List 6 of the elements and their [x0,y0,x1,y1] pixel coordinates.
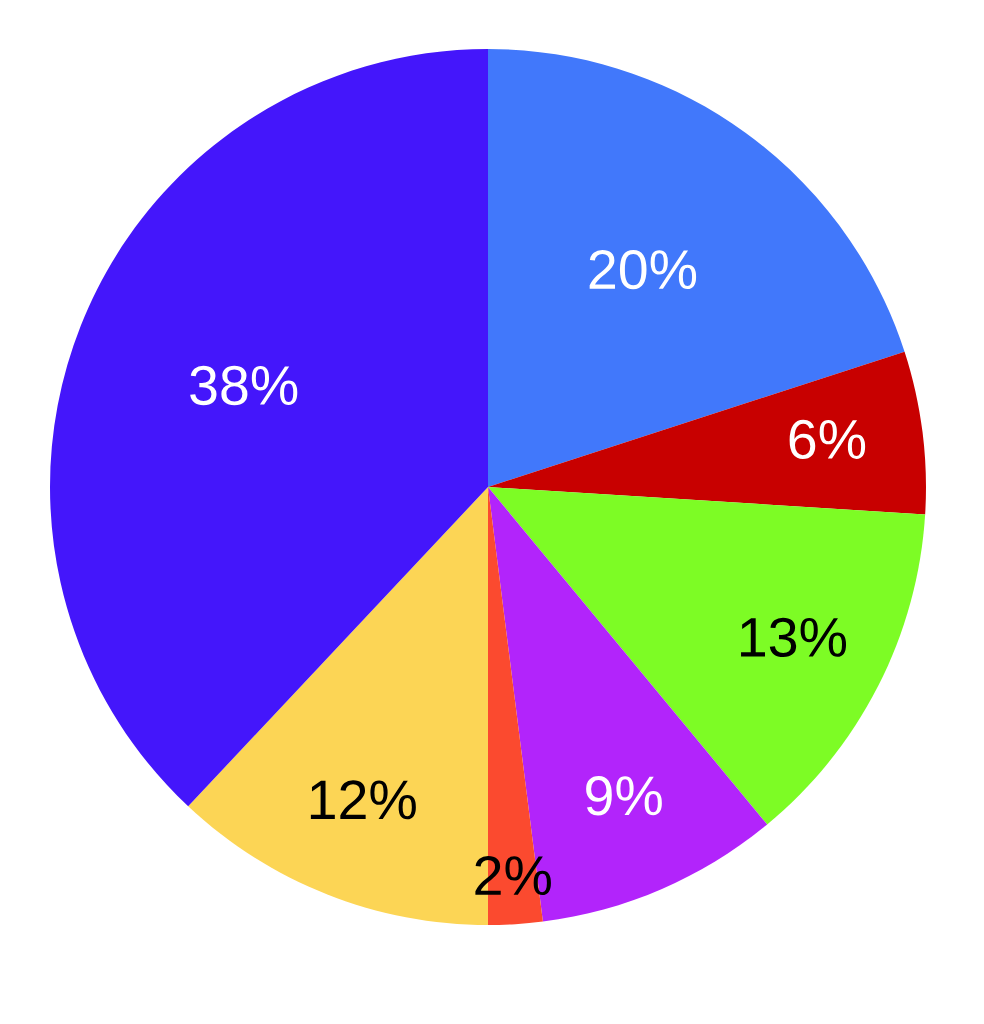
data-label: 20% [589,249,697,290]
data-label: 38% [190,365,298,406]
data-label: 9% [586,776,662,816]
data-label: 12% [310,780,416,820]
data-label: 6% [789,419,866,460]
data-label: 13% [741,617,847,658]
